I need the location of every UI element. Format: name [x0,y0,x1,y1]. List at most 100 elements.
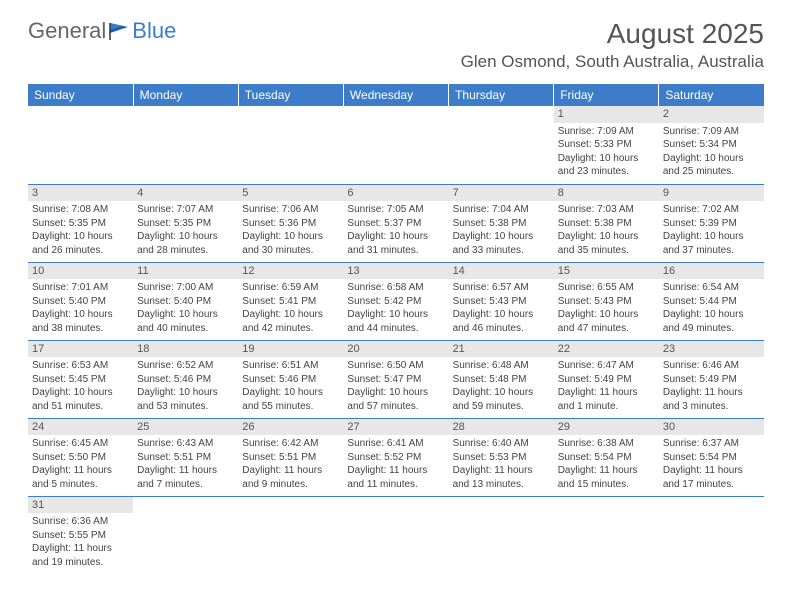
day-details: Sunrise: 7:03 AMSunset: 5:38 PMDaylight:… [554,201,659,259]
day-number: 17 [28,341,133,358]
day-header: Friday [554,84,659,106]
daylight-text: Daylight: 10 hours and 57 minutes. [347,386,444,413]
sunrise-text: Sunrise: 7:07 AM [137,203,234,217]
day-details: Sunrise: 6:51 AMSunset: 5:46 PMDaylight:… [238,357,343,415]
calendar-day-cell [343,106,448,184]
calendar-day-cell: 28Sunrise: 6:40 AMSunset: 5:53 PMDayligh… [449,418,554,496]
sunset-text: Sunset: 5:49 PM [663,373,760,387]
day-details: Sunrise: 6:43 AMSunset: 5:51 PMDaylight:… [133,435,238,493]
sunset-text: Sunset: 5:44 PM [663,295,760,309]
day-number: 16 [659,263,764,280]
daylight-text: Daylight: 10 hours and 38 minutes. [32,308,129,335]
sunset-text: Sunset: 5:43 PM [558,295,655,309]
calendar-day-cell [238,106,343,184]
daylight-text: Daylight: 10 hours and 23 minutes. [558,152,655,179]
day-details: Sunrise: 6:59 AMSunset: 5:41 PMDaylight:… [238,279,343,337]
sunset-text: Sunset: 5:42 PM [347,295,444,309]
day-number: 3 [28,185,133,202]
day-details: Sunrise: 6:52 AMSunset: 5:46 PMDaylight:… [133,357,238,415]
calendar-day-cell: 11Sunrise: 7:00 AMSunset: 5:40 PMDayligh… [133,262,238,340]
day-details: Sunrise: 6:45 AMSunset: 5:50 PMDaylight:… [28,435,133,493]
calendar-day-cell: 15Sunrise: 6:55 AMSunset: 5:43 PMDayligh… [554,262,659,340]
sunrise-text: Sunrise: 6:58 AM [347,281,444,295]
day-header: Tuesday [238,84,343,106]
sunset-text: Sunset: 5:52 PM [347,451,444,465]
calendar-day-cell: 14Sunrise: 6:57 AMSunset: 5:43 PMDayligh… [449,262,554,340]
daylight-text: Daylight: 10 hours and 33 minutes. [453,230,550,257]
sunrise-text: Sunrise: 6:38 AM [558,437,655,451]
daylight-text: Daylight: 11 hours and 5 minutes. [32,464,129,491]
daylight-text: Daylight: 10 hours and 30 minutes. [242,230,339,257]
daylight-text: Daylight: 10 hours and 35 minutes. [558,230,655,257]
calendar-day-cell [449,106,554,184]
day-number: 14 [449,263,554,280]
day-details: Sunrise: 6:47 AMSunset: 5:49 PMDaylight:… [554,357,659,415]
daylight-text: Daylight: 10 hours and 40 minutes. [137,308,234,335]
calendar-day-cell [343,496,448,574]
calendar-day-cell: 25Sunrise: 6:43 AMSunset: 5:51 PMDayligh… [133,418,238,496]
title-block: August 2025 Glen Osmond, South Australia… [461,18,764,72]
day-details: Sunrise: 6:36 AMSunset: 5:55 PMDaylight:… [28,513,133,571]
day-number: 10 [28,263,133,280]
day-details: Sunrise: 6:53 AMSunset: 5:45 PMDaylight:… [28,357,133,415]
calendar-week-row: 17Sunrise: 6:53 AMSunset: 5:45 PMDayligh… [28,340,764,418]
calendar-day-cell: 7Sunrise: 7:04 AMSunset: 5:38 PMDaylight… [449,184,554,262]
sunrise-text: Sunrise: 6:43 AM [137,437,234,451]
day-number: 31 [28,497,133,514]
calendar-day-cell [554,496,659,574]
calendar-day-cell: 6Sunrise: 7:05 AMSunset: 5:37 PMDaylight… [343,184,448,262]
sunrise-text: Sunrise: 7:04 AM [453,203,550,217]
day-number: 27 [343,419,448,436]
daylight-text: Daylight: 11 hours and 3 minutes. [663,386,760,413]
calendar-day-cell: 26Sunrise: 6:42 AMSunset: 5:51 PMDayligh… [238,418,343,496]
day-header: Saturday [659,84,764,106]
sunrise-text: Sunrise: 6:52 AM [137,359,234,373]
calendar-week-row: 1Sunrise: 7:09 AMSunset: 5:33 PMDaylight… [28,106,764,184]
sunset-text: Sunset: 5:40 PM [32,295,129,309]
sunset-text: Sunset: 5:51 PM [242,451,339,465]
sunrise-text: Sunrise: 7:02 AM [663,203,760,217]
sunrise-text: Sunrise: 6:45 AM [32,437,129,451]
sunset-text: Sunset: 5:38 PM [453,217,550,231]
day-details: Sunrise: 6:57 AMSunset: 5:43 PMDaylight:… [449,279,554,337]
calendar-day-cell: 13Sunrise: 6:58 AMSunset: 5:42 PMDayligh… [343,262,448,340]
calendar-day-cell: 21Sunrise: 6:48 AMSunset: 5:48 PMDayligh… [449,340,554,418]
sunrise-text: Sunrise: 6:46 AM [663,359,760,373]
sunset-text: Sunset: 5:39 PM [663,217,760,231]
day-number: 7 [449,185,554,202]
day-number: 18 [133,341,238,358]
sunrise-text: Sunrise: 7:03 AM [558,203,655,217]
sunset-text: Sunset: 5:49 PM [558,373,655,387]
calendar-table: Sunday Monday Tuesday Wednesday Thursday… [28,84,764,574]
daylight-text: Daylight: 10 hours and 55 minutes. [242,386,339,413]
calendar-week-row: 3Sunrise: 7:08 AMSunset: 5:35 PMDaylight… [28,184,764,262]
day-number: 30 [659,419,764,436]
sunset-text: Sunset: 5:36 PM [242,217,339,231]
day-details: Sunrise: 7:06 AMSunset: 5:36 PMDaylight:… [238,201,343,259]
daylight-text: Daylight: 10 hours and 44 minutes. [347,308,444,335]
sunset-text: Sunset: 5:46 PM [137,373,234,387]
calendar-day-cell: 22Sunrise: 6:47 AMSunset: 5:49 PMDayligh… [554,340,659,418]
sunrise-text: Sunrise: 6:37 AM [663,437,760,451]
calendar-day-cell: 30Sunrise: 6:37 AMSunset: 5:54 PMDayligh… [659,418,764,496]
sunset-text: Sunset: 5:33 PM [558,138,655,152]
calendar-day-cell: 10Sunrise: 7:01 AMSunset: 5:40 PMDayligh… [28,262,133,340]
day-details: Sunrise: 6:42 AMSunset: 5:51 PMDaylight:… [238,435,343,493]
sunset-text: Sunset: 5:54 PM [663,451,760,465]
sunrise-text: Sunrise: 6:51 AM [242,359,339,373]
sunset-text: Sunset: 5:54 PM [558,451,655,465]
day-details: Sunrise: 6:40 AMSunset: 5:53 PMDaylight:… [449,435,554,493]
sunrise-text: Sunrise: 6:36 AM [32,515,129,529]
calendar-day-cell: 24Sunrise: 6:45 AMSunset: 5:50 PMDayligh… [28,418,133,496]
day-details: Sunrise: 7:01 AMSunset: 5:40 PMDaylight:… [28,279,133,337]
day-number: 4 [133,185,238,202]
day-number: 2 [659,106,764,123]
logo-text-2: Blue [132,18,176,44]
calendar-day-cell: 31Sunrise: 6:36 AMSunset: 5:55 PMDayligh… [28,496,133,574]
day-number: 9 [659,185,764,202]
daylight-text: Daylight: 10 hours and 31 minutes. [347,230,444,257]
day-number: 13 [343,263,448,280]
sunset-text: Sunset: 5:46 PM [242,373,339,387]
sunset-text: Sunset: 5:37 PM [347,217,444,231]
calendar-day-cell: 27Sunrise: 6:41 AMSunset: 5:52 PMDayligh… [343,418,448,496]
